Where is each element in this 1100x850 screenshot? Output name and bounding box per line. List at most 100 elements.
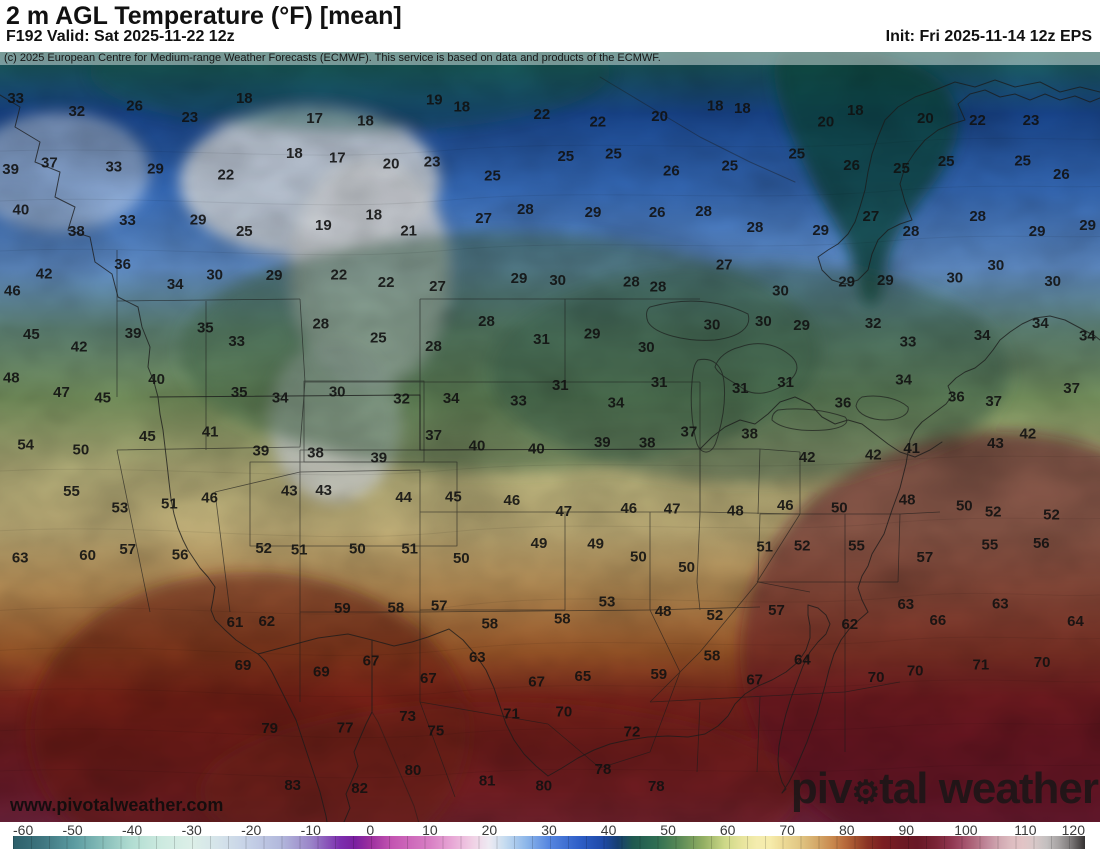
svg-text:63: 63 [992,596,1009,613]
svg-text:51: 51 [291,542,308,559]
svg-text:71: 71 [973,657,990,674]
svg-text:18: 18 [734,100,751,117]
svg-text:22: 22 [218,166,235,183]
svg-text:34: 34 [1079,327,1096,344]
svg-text:50: 50 [831,499,848,516]
svg-text:81: 81 [479,773,496,790]
svg-text:54: 54 [17,436,34,453]
svg-text:45: 45 [139,428,156,445]
svg-text:55: 55 [982,536,999,553]
svg-text:42: 42 [1020,426,1037,443]
svg-text:80: 80 [405,762,422,779]
svg-text:56: 56 [1033,535,1050,552]
svg-text:75: 75 [428,722,445,739]
svg-text:40: 40 [13,202,30,219]
svg-text:38: 38 [741,425,758,442]
svg-text:17: 17 [329,150,346,167]
svg-text:19: 19 [315,217,332,234]
svg-text:43: 43 [987,435,1004,452]
svg-text:36: 36 [948,388,965,405]
svg-text:22: 22 [331,267,348,284]
svg-text:78: 78 [595,761,612,778]
svg-text:30: 30 [549,272,566,289]
svg-text:57: 57 [768,602,785,619]
svg-text:28: 28 [969,208,986,225]
svg-text:26: 26 [1053,166,1070,183]
svg-text:78: 78 [648,778,665,795]
svg-text:62: 62 [258,613,275,630]
svg-text:64: 64 [1067,613,1084,630]
svg-text:27: 27 [429,278,446,295]
svg-text:28: 28 [312,315,329,332]
svg-text:46: 46 [504,492,521,509]
svg-text:33: 33 [119,212,136,229]
svg-text:18: 18 [286,145,303,162]
svg-text:50: 50 [678,559,695,576]
svg-text:22: 22 [534,106,551,123]
svg-text:32: 32 [393,391,410,408]
svg-text:39: 39 [2,161,19,178]
svg-text:29: 29 [584,325,601,342]
svg-text:45: 45 [94,390,111,407]
svg-text:30: 30 [772,282,789,299]
svg-text:70: 70 [868,669,885,686]
svg-text:28: 28 [425,338,442,355]
svg-text:40: 40 [528,440,545,457]
svg-text:65: 65 [575,668,592,685]
svg-text:40: 40 [148,371,165,388]
svg-text:25: 25 [370,330,387,347]
svg-text:29: 29 [190,211,207,228]
svg-text:67: 67 [528,674,545,691]
svg-text:33: 33 [228,333,245,350]
svg-text:61: 61 [227,614,244,631]
svg-text:25: 25 [557,148,574,165]
svg-text:38: 38 [68,223,85,240]
svg-text:46: 46 [777,497,794,514]
svg-text:23: 23 [424,154,441,171]
svg-text:17: 17 [306,110,323,127]
svg-text:29: 29 [1079,217,1096,234]
svg-text:58: 58 [481,615,498,632]
svg-text:52: 52 [255,540,272,557]
svg-text:29: 29 [147,161,164,178]
svg-text:18: 18 [357,113,374,130]
svg-text:41: 41 [202,424,219,441]
svg-text:83: 83 [284,777,301,794]
svg-text:49: 49 [531,535,548,552]
svg-text:25: 25 [938,153,955,170]
svg-text:35: 35 [197,319,214,336]
svg-text:22: 22 [969,112,986,129]
svg-text:34: 34 [608,395,625,412]
svg-text:55: 55 [848,537,865,554]
svg-text:69: 69 [313,663,330,680]
svg-text:39: 39 [370,450,387,467]
svg-text:29: 29 [585,204,602,221]
svg-text:48: 48 [3,369,20,386]
svg-text:48: 48 [899,491,916,508]
svg-text:38: 38 [307,445,324,462]
svg-text:34: 34 [974,327,991,344]
svg-text:29: 29 [812,222,829,239]
svg-text:18: 18 [365,207,382,224]
svg-text:20: 20 [818,114,835,131]
svg-text:49: 49 [587,536,604,553]
svg-text:37: 37 [1063,380,1080,397]
svg-text:57: 57 [431,598,448,615]
svg-text:30: 30 [638,339,655,356]
svg-text:50: 50 [453,550,470,567]
svg-text:67: 67 [746,672,763,689]
svg-text:25: 25 [1014,153,1031,170]
svg-text:45: 45 [23,326,40,343]
svg-text:52: 52 [985,504,1002,521]
svg-text:52: 52 [707,607,724,624]
svg-text:39: 39 [594,434,611,451]
svg-text:58: 58 [554,610,571,627]
svg-text:28: 28 [695,203,712,220]
svg-text:27: 27 [716,257,733,274]
svg-text:26: 26 [663,162,680,179]
svg-text:22: 22 [589,114,606,131]
svg-text:36: 36 [835,395,852,412]
svg-text:67: 67 [420,670,437,687]
svg-text:27: 27 [863,208,880,225]
svg-text:51: 51 [401,540,418,557]
